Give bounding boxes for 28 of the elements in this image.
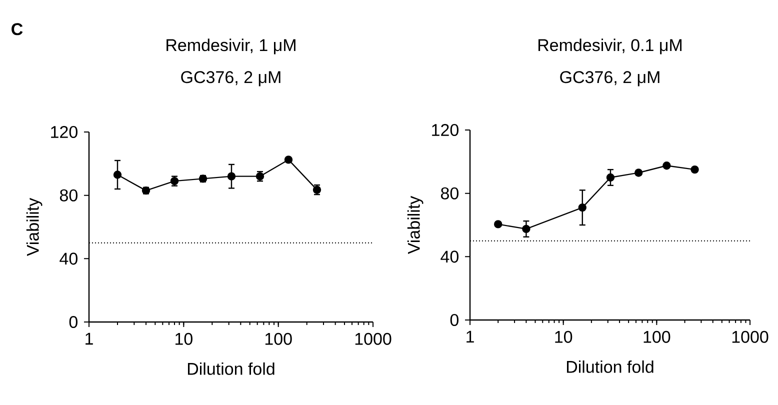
x-tick-label: 1000	[355, 332, 392, 345]
y-tick-label: 80	[60, 189, 78, 202]
x-tick-label: 1000	[732, 330, 768, 343]
y-tick-label: 0	[69, 316, 78, 328]
y-tick-label: 0	[450, 314, 458, 326]
y-tick-label: 40	[60, 252, 78, 265]
x-tick-label: 100	[644, 330, 670, 343]
x-axis-title: Dilution fold	[188, 362, 274, 375]
x-axis-title: Dilution fold	[566, 360, 654, 373]
chart-subtitle: GC376, 2 μM	[181, 71, 280, 86]
x-tick-label: 10	[176, 332, 192, 345]
chart-title: Remdesivir, 0.1 μM	[538, 38, 682, 54]
text: C	[12, 23, 23, 36]
x-tick-label: 1	[86, 332, 93, 345]
point	[113, 170, 122, 179]
chart-title: Remdesivir, 1 μM	[166, 38, 296, 54]
y-tick-label: 40	[440, 250, 458, 263]
point	[227, 172, 236, 180]
y-axis-title: Viability	[407, 196, 424, 254]
x-tick-label: 1	[466, 330, 474, 343]
y-tick-label: 120	[51, 126, 78, 138]
x-tick-label: 10	[555, 330, 572, 343]
point	[284, 156, 293, 164]
y-tick-label: 80	[440, 187, 458, 200]
y-tick-label: 120	[432, 124, 458, 136]
chart-subtitle: GC376, 2 μM	[560, 71, 660, 86]
x-tick-label: 100	[265, 332, 292, 345]
y-axis-title: Viability	[26, 198, 42, 256]
